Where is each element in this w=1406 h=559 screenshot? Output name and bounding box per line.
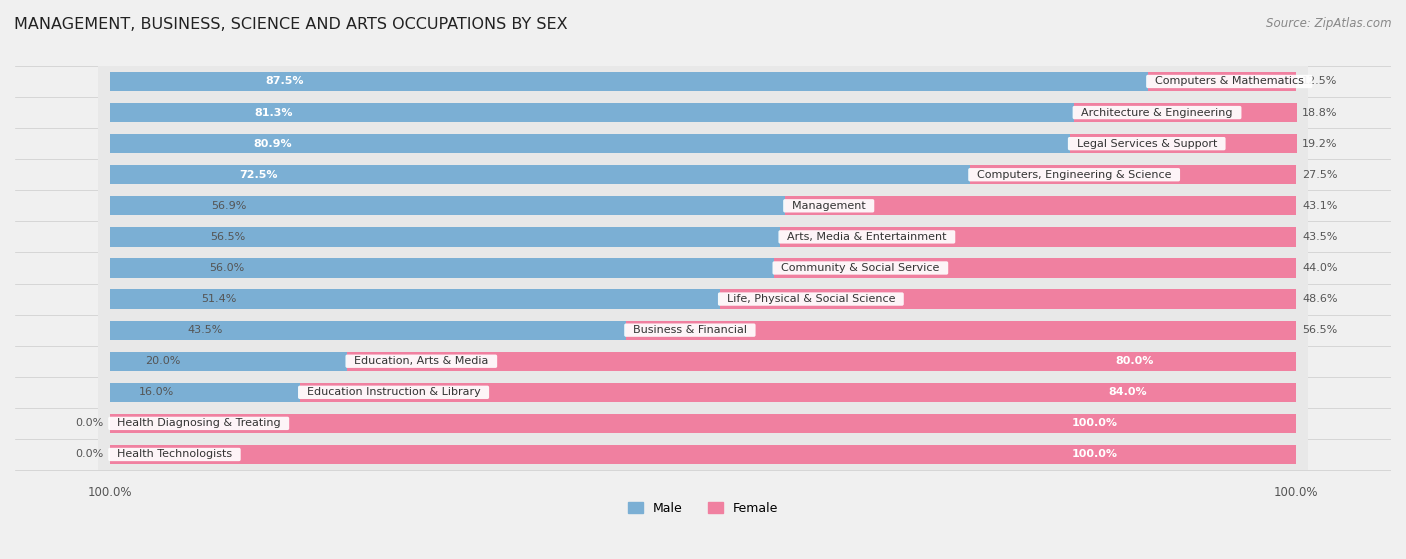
Bar [110, 414, 1296, 433]
Bar [1147, 72, 1296, 91]
Bar [110, 414, 1296, 433]
Text: 20.0%: 20.0% [145, 356, 181, 366]
Text: Business & Financial: Business & Financial [626, 325, 754, 335]
Bar [347, 352, 1296, 371]
Bar [110, 134, 1296, 153]
Text: Arts, Media & Entertainment: Arts, Media & Entertainment [780, 232, 953, 242]
Text: 0.0%: 0.0% [76, 418, 104, 428]
Bar [110, 72, 1147, 91]
Bar [110, 290, 720, 309]
Bar [299, 383, 1296, 402]
Bar [98, 345, 1308, 377]
Text: 84.0%: 84.0% [1108, 387, 1147, 397]
Bar [1074, 103, 1298, 122]
Bar [775, 258, 1296, 278]
Text: 72.5%: 72.5% [239, 170, 277, 180]
Text: Source: ZipAtlas.com: Source: ZipAtlas.com [1267, 17, 1392, 30]
Bar [98, 128, 1308, 159]
Bar [110, 196, 785, 215]
Text: Architecture & Engineering: Architecture & Engineering [1074, 107, 1240, 117]
Bar [110, 352, 347, 371]
Text: Legal Services & Support: Legal Services & Support [1070, 139, 1223, 149]
Bar [785, 196, 1296, 215]
Text: Life, Physical & Social Science: Life, Physical & Social Science [720, 294, 903, 304]
Text: 80.0%: 80.0% [1115, 356, 1154, 366]
Text: 56.0%: 56.0% [209, 263, 245, 273]
Text: Education Instruction & Library: Education Instruction & Library [299, 387, 488, 397]
Bar [98, 97, 1308, 128]
Text: 43.5%: 43.5% [187, 325, 222, 335]
Bar [110, 258, 1296, 278]
Bar [110, 103, 1074, 122]
Text: 16.0%: 16.0% [138, 387, 173, 397]
Text: 80.9%: 80.9% [254, 139, 292, 149]
Text: 87.5%: 87.5% [266, 77, 304, 87]
Text: 12.5%: 12.5% [1302, 77, 1337, 87]
Bar [110, 165, 970, 184]
Text: 56.5%: 56.5% [1302, 325, 1337, 335]
Bar [970, 165, 1296, 184]
Text: 27.5%: 27.5% [1302, 170, 1337, 180]
Bar [98, 221, 1308, 253]
Bar [110, 228, 780, 247]
Bar [110, 258, 775, 278]
Text: 100.0%: 100.0% [1073, 449, 1118, 459]
Bar [98, 253, 1308, 283]
Text: 81.3%: 81.3% [254, 107, 292, 117]
Bar [98, 408, 1308, 439]
Text: Computers, Engineering & Science: Computers, Engineering & Science [970, 170, 1178, 180]
Text: 51.4%: 51.4% [201, 294, 236, 304]
Bar [110, 103, 1296, 122]
Text: Health Technologists: Health Technologists [110, 449, 239, 459]
Bar [110, 383, 1296, 402]
Text: 0.0%: 0.0% [76, 449, 104, 459]
Text: 100.0%: 100.0% [1073, 418, 1118, 428]
Bar [110, 383, 299, 402]
Text: 44.0%: 44.0% [1302, 263, 1337, 273]
Text: Education, Arts & Media: Education, Arts & Media [347, 356, 495, 366]
Bar [780, 228, 1296, 247]
Text: Management: Management [785, 201, 873, 211]
Text: MANAGEMENT, BUSINESS, SCIENCE AND ARTS OCCUPATIONS BY SEX: MANAGEMENT, BUSINESS, SCIENCE AND ARTS O… [14, 17, 568, 32]
Text: 19.2%: 19.2% [1302, 139, 1337, 149]
Bar [98, 283, 1308, 315]
Text: 18.8%: 18.8% [1302, 107, 1337, 117]
Bar [110, 320, 626, 340]
Bar [98, 190, 1308, 221]
Bar [110, 290, 1296, 309]
Bar [98, 377, 1308, 408]
Text: Health Diagnosing & Treating: Health Diagnosing & Treating [110, 418, 287, 428]
Bar [98, 66, 1308, 97]
Bar [98, 159, 1308, 190]
Bar [1070, 134, 1298, 153]
Bar [110, 134, 1070, 153]
Legend: Male, Female: Male, Female [623, 497, 783, 520]
Text: 56.5%: 56.5% [211, 232, 246, 242]
Text: 43.1%: 43.1% [1302, 201, 1337, 211]
Bar [110, 165, 1296, 184]
Bar [110, 320, 1296, 340]
Bar [110, 352, 1296, 371]
Bar [98, 439, 1308, 470]
Bar [626, 320, 1296, 340]
Text: 56.9%: 56.9% [211, 201, 246, 211]
Text: Community & Social Service: Community & Social Service [775, 263, 946, 273]
Bar [110, 72, 1296, 91]
Text: 48.6%: 48.6% [1302, 294, 1337, 304]
Text: 43.5%: 43.5% [1302, 232, 1337, 242]
Bar [98, 315, 1308, 345]
Bar [110, 228, 1296, 247]
Bar [720, 290, 1296, 309]
Bar [110, 445, 1296, 464]
Text: Computers & Mathematics: Computers & Mathematics [1147, 77, 1310, 87]
Bar [110, 445, 1296, 464]
Bar [110, 196, 1296, 215]
